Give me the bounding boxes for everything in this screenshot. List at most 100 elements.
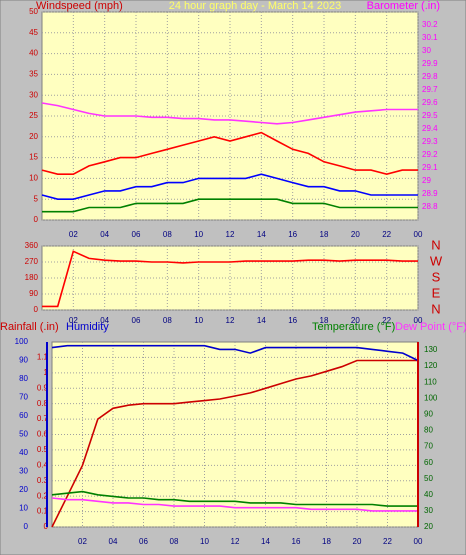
x-tick-label: 12 xyxy=(226,316,235,325)
x-tick-label: 20 xyxy=(353,537,362,546)
series-line xyxy=(51,497,418,512)
x-tick-label: 02 xyxy=(69,316,78,325)
y2-tick-label: 100 xyxy=(424,393,438,402)
y2-tick-label: 28.9 xyxy=(422,189,438,198)
x-tick-label: 06 xyxy=(132,316,141,325)
y-tick-label: 0.2 xyxy=(37,491,49,500)
x-tick-label: 00 xyxy=(414,316,423,325)
y-tick-label: 15 xyxy=(29,153,38,162)
y-tick-label: 0 xyxy=(34,215,39,224)
y-tick-label: 0.8 xyxy=(37,399,49,408)
x-tick-label: 14 xyxy=(257,230,266,239)
y2-tick-label: 70 xyxy=(424,442,433,451)
y-tick-label: 40 xyxy=(29,49,38,58)
x-tick-label: 14 xyxy=(257,316,266,325)
y2-tick-label: 29.7 xyxy=(422,85,438,94)
x-tick-label: 10 xyxy=(194,230,203,239)
y3-tick-label: 20 xyxy=(19,485,28,494)
compass-label: S xyxy=(432,269,441,284)
y3-tick-label: 60 xyxy=(19,411,28,420)
y2-tick-label: 29.3 xyxy=(422,137,438,146)
windspeed-label: Windspeed (mph) xyxy=(36,0,123,12)
x-tick-label: 00 xyxy=(414,230,423,239)
x-tick-label: 04 xyxy=(100,316,109,325)
y2-tick-label: 20 xyxy=(424,522,433,531)
x-tick-label: 02 xyxy=(69,230,78,239)
chart-title: 24 hour graph day - March 14 2023 xyxy=(169,0,341,12)
y3-tick-label: 50 xyxy=(19,430,28,439)
y-tick-label: 360 xyxy=(25,241,39,250)
x-tick-label: 14 xyxy=(261,537,270,546)
series-line xyxy=(41,102,418,125)
y2-tick-label: 29.2 xyxy=(422,150,438,159)
x-tick-label: 20 xyxy=(351,230,360,239)
y-tick-label: 25 xyxy=(29,111,38,120)
y-tick-label: 30 xyxy=(29,90,38,99)
series-line xyxy=(51,344,419,362)
y3-tick-label: 30 xyxy=(19,467,28,476)
compass-label: N xyxy=(431,301,440,316)
y2-tick-label: 29.9 xyxy=(422,59,438,68)
y2-tick-label: 30.1 xyxy=(422,33,438,42)
series-line xyxy=(51,359,418,528)
y3-tick-label: 90 xyxy=(19,356,28,365)
y2-tick-label: 29.6 xyxy=(422,98,438,107)
y-tick-label: 0.3 xyxy=(37,476,49,485)
y3-tick-label: 100 xyxy=(15,337,29,346)
x-tick-label: 08 xyxy=(170,537,179,546)
y2-tick-label: 29.5 xyxy=(422,111,438,120)
series-line xyxy=(41,131,418,176)
y3-tick-label: 80 xyxy=(19,374,28,383)
x-tick-label: 12 xyxy=(231,537,240,546)
compass-label: E xyxy=(432,285,441,300)
y2-tick-label: 50 xyxy=(424,474,433,483)
y-tick-label: 180 xyxy=(25,273,39,282)
x-tick-label: 16 xyxy=(288,230,297,239)
y2-tick-label: 130 xyxy=(424,345,438,354)
y-tick-label: 0.4 xyxy=(37,460,49,469)
x-tick-label: 06 xyxy=(139,537,148,546)
y-tick-label: 5 xyxy=(34,194,39,203)
y-tick-label: 0.7 xyxy=(37,414,49,423)
y-tick-label: 0.1 xyxy=(37,507,49,516)
y2-tick-label: 29.8 xyxy=(422,72,438,81)
x-tick-label: 16 xyxy=(292,537,301,546)
y3-tick-label: 70 xyxy=(19,393,28,402)
y-tick-label: 0 xyxy=(34,305,39,314)
x-tick-label: 10 xyxy=(200,537,209,546)
y2-tick-label: 60 xyxy=(424,458,433,467)
series-line xyxy=(51,490,418,507)
series-name: Temperature (°F) xyxy=(312,321,395,333)
series-name: Rainfall (.in) xyxy=(0,321,59,333)
y2-tick-label: 80 xyxy=(424,426,433,435)
x-tick-label: 18 xyxy=(322,537,331,546)
y-tick-label: 90 xyxy=(29,289,38,298)
series-name: Humidity xyxy=(66,321,109,333)
compass-label: N xyxy=(431,237,440,252)
x-tick-label: 04 xyxy=(109,537,118,546)
x-tick-label: 16 xyxy=(288,316,297,325)
x-tick-label: 08 xyxy=(163,230,172,239)
x-tick-label: 22 xyxy=(382,230,391,239)
y2-tick-label: 40 xyxy=(424,490,433,499)
series-line xyxy=(41,173,418,200)
y3-tick-label: 40 xyxy=(19,448,28,457)
y2-tick-label: 28.8 xyxy=(422,202,438,211)
y-tick-label: 0.5 xyxy=(37,445,49,454)
y2-tick-label: 120 xyxy=(424,361,438,370)
y2-tick-label: 90 xyxy=(424,410,433,419)
plot-area xyxy=(41,11,419,221)
y2-tick-label: 29.4 xyxy=(422,124,438,133)
barometer-label: Barometer (.in) xyxy=(367,0,440,12)
x-tick-label: 22 xyxy=(382,316,391,325)
y-tick-label: 45 xyxy=(29,28,38,37)
x-tick-label: 08 xyxy=(163,316,172,325)
x-tick-label: 20 xyxy=(351,316,360,325)
y-tick-label: 35 xyxy=(29,70,38,79)
x-tick-label: 22 xyxy=(383,537,392,546)
x-tick-label: 10 xyxy=(194,316,203,325)
y-tick-label: 20 xyxy=(29,132,38,141)
x-tick-label: 02 xyxy=(78,537,87,546)
y-tick-label: 0.6 xyxy=(37,430,49,439)
